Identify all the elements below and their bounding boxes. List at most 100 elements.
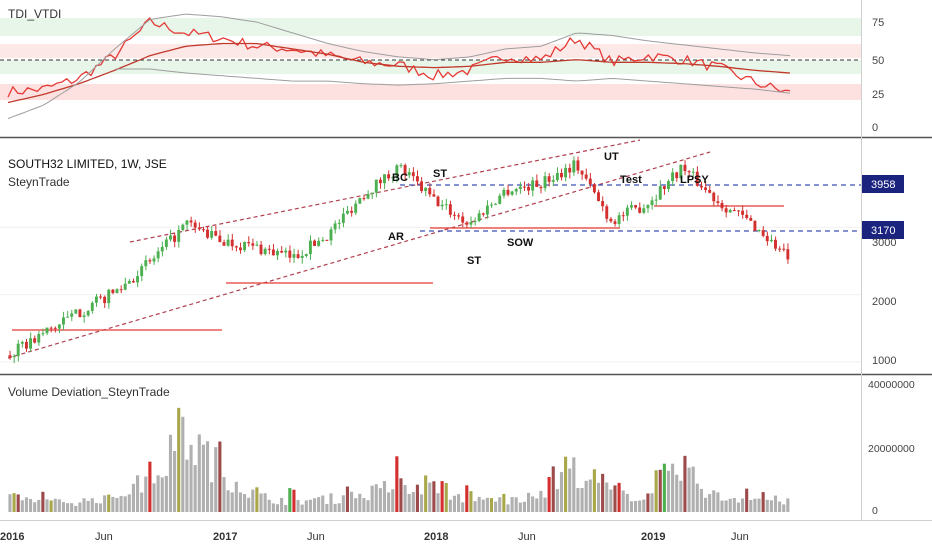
candle-body xyxy=(296,254,300,258)
candle-body xyxy=(181,224,185,230)
candle-body xyxy=(57,324,61,329)
volume-bar xyxy=(687,467,691,512)
volume-bar xyxy=(354,498,358,512)
volume-bar xyxy=(745,488,749,512)
candle-body xyxy=(535,180,539,187)
candle-body xyxy=(642,208,646,213)
candle-body xyxy=(786,249,790,260)
candle-body xyxy=(247,242,251,244)
volume-bar xyxy=(317,497,321,512)
x-axis: 2016 Jun 2017 Jun 2018 Jun 2019 Jun xyxy=(0,531,749,543)
volume-bar xyxy=(773,495,778,512)
volume-bar xyxy=(255,487,259,512)
candle-body xyxy=(490,204,493,206)
candle-body xyxy=(127,280,131,284)
candle-body xyxy=(444,204,448,206)
annotation-lpsy: LPSY xyxy=(680,174,709,186)
volume-bar xyxy=(650,493,654,512)
x-tick-jun-2017: Jun xyxy=(307,531,325,543)
volume-bar xyxy=(539,490,543,512)
volume-bar xyxy=(498,497,502,512)
candle-body xyxy=(745,214,749,218)
volume-bar xyxy=(370,485,374,512)
volume-bar xyxy=(671,463,675,512)
annotation-bc: BC xyxy=(392,172,408,184)
candle-body xyxy=(522,186,526,188)
candle-body xyxy=(629,205,633,208)
volume-bar xyxy=(259,493,263,512)
volume-bar xyxy=(724,500,728,512)
volume-bar xyxy=(625,493,629,512)
candle-body xyxy=(469,222,473,225)
volume-tick-20m: 20000000 xyxy=(868,443,915,455)
candle-body xyxy=(564,167,568,178)
tdi-tick-50: 50 xyxy=(872,55,884,67)
volume-bar xyxy=(140,492,144,512)
x-tick-jun-2018: Jun xyxy=(518,531,536,543)
candle-body xyxy=(551,180,555,182)
candle-body xyxy=(415,176,419,182)
candle-body xyxy=(724,208,728,213)
volume-bar xyxy=(716,492,720,512)
candle-body xyxy=(140,266,144,277)
volume-bar xyxy=(646,493,650,512)
candle-body xyxy=(33,338,37,343)
volume-bar xyxy=(103,495,107,512)
candle-body xyxy=(572,160,576,173)
candle-body xyxy=(136,276,140,283)
x-tick-2019: 2019 xyxy=(641,531,665,543)
price-tick-2000: 2000 xyxy=(872,296,896,308)
candle-body xyxy=(173,235,177,242)
candle-body xyxy=(420,181,423,192)
volume-bar xyxy=(382,481,387,512)
price-tick-1000: 1000 xyxy=(872,355,896,367)
volume-bar xyxy=(605,482,609,512)
volume-bar xyxy=(321,495,325,512)
tdi-lower-red-zone xyxy=(0,84,861,100)
volume-bar xyxy=(666,470,671,512)
candle-body xyxy=(720,203,724,209)
candle-body xyxy=(103,296,107,304)
candle-body xyxy=(341,213,345,223)
annotation-sow: SOW xyxy=(507,237,534,249)
volume-bar xyxy=(107,494,111,512)
volume-bar xyxy=(448,499,452,512)
candle-body xyxy=(345,210,349,214)
volume-bar xyxy=(193,465,197,512)
candle-body xyxy=(555,173,559,181)
volume-bar xyxy=(345,486,350,512)
volume-bar xyxy=(564,456,568,512)
volume-bar xyxy=(275,504,280,512)
candle-body xyxy=(625,207,629,216)
candle-body xyxy=(354,203,358,213)
volume-bar xyxy=(699,488,703,512)
tdi-upper-green-zone xyxy=(0,18,861,36)
volume-bar xyxy=(555,489,559,512)
volume-bar xyxy=(592,469,596,512)
volume-bar xyxy=(127,494,131,512)
volume-bar xyxy=(703,497,708,512)
volume-bar xyxy=(720,500,724,512)
tdi-signal-line xyxy=(7,42,791,104)
candle-body xyxy=(424,187,428,192)
candle-body xyxy=(609,218,613,222)
volume-bar xyxy=(337,503,341,512)
candle-body xyxy=(337,222,341,224)
volume-bar xyxy=(115,497,119,512)
volume-bar xyxy=(741,498,745,512)
candle-body xyxy=(156,251,160,259)
volume-bar xyxy=(181,416,185,512)
candle-body xyxy=(115,289,119,294)
candle-body xyxy=(428,187,432,195)
candle-body xyxy=(358,198,362,204)
candle-body xyxy=(218,235,222,243)
volume-bar xyxy=(90,498,94,512)
volume-bar xyxy=(378,488,382,512)
volume-bar xyxy=(403,485,407,512)
volume-bar xyxy=(45,499,49,512)
candle-body xyxy=(308,240,312,255)
candles xyxy=(8,156,790,364)
tdi-rsi-line xyxy=(7,17,791,98)
volume-bar xyxy=(662,463,666,512)
candle-body xyxy=(255,244,259,246)
